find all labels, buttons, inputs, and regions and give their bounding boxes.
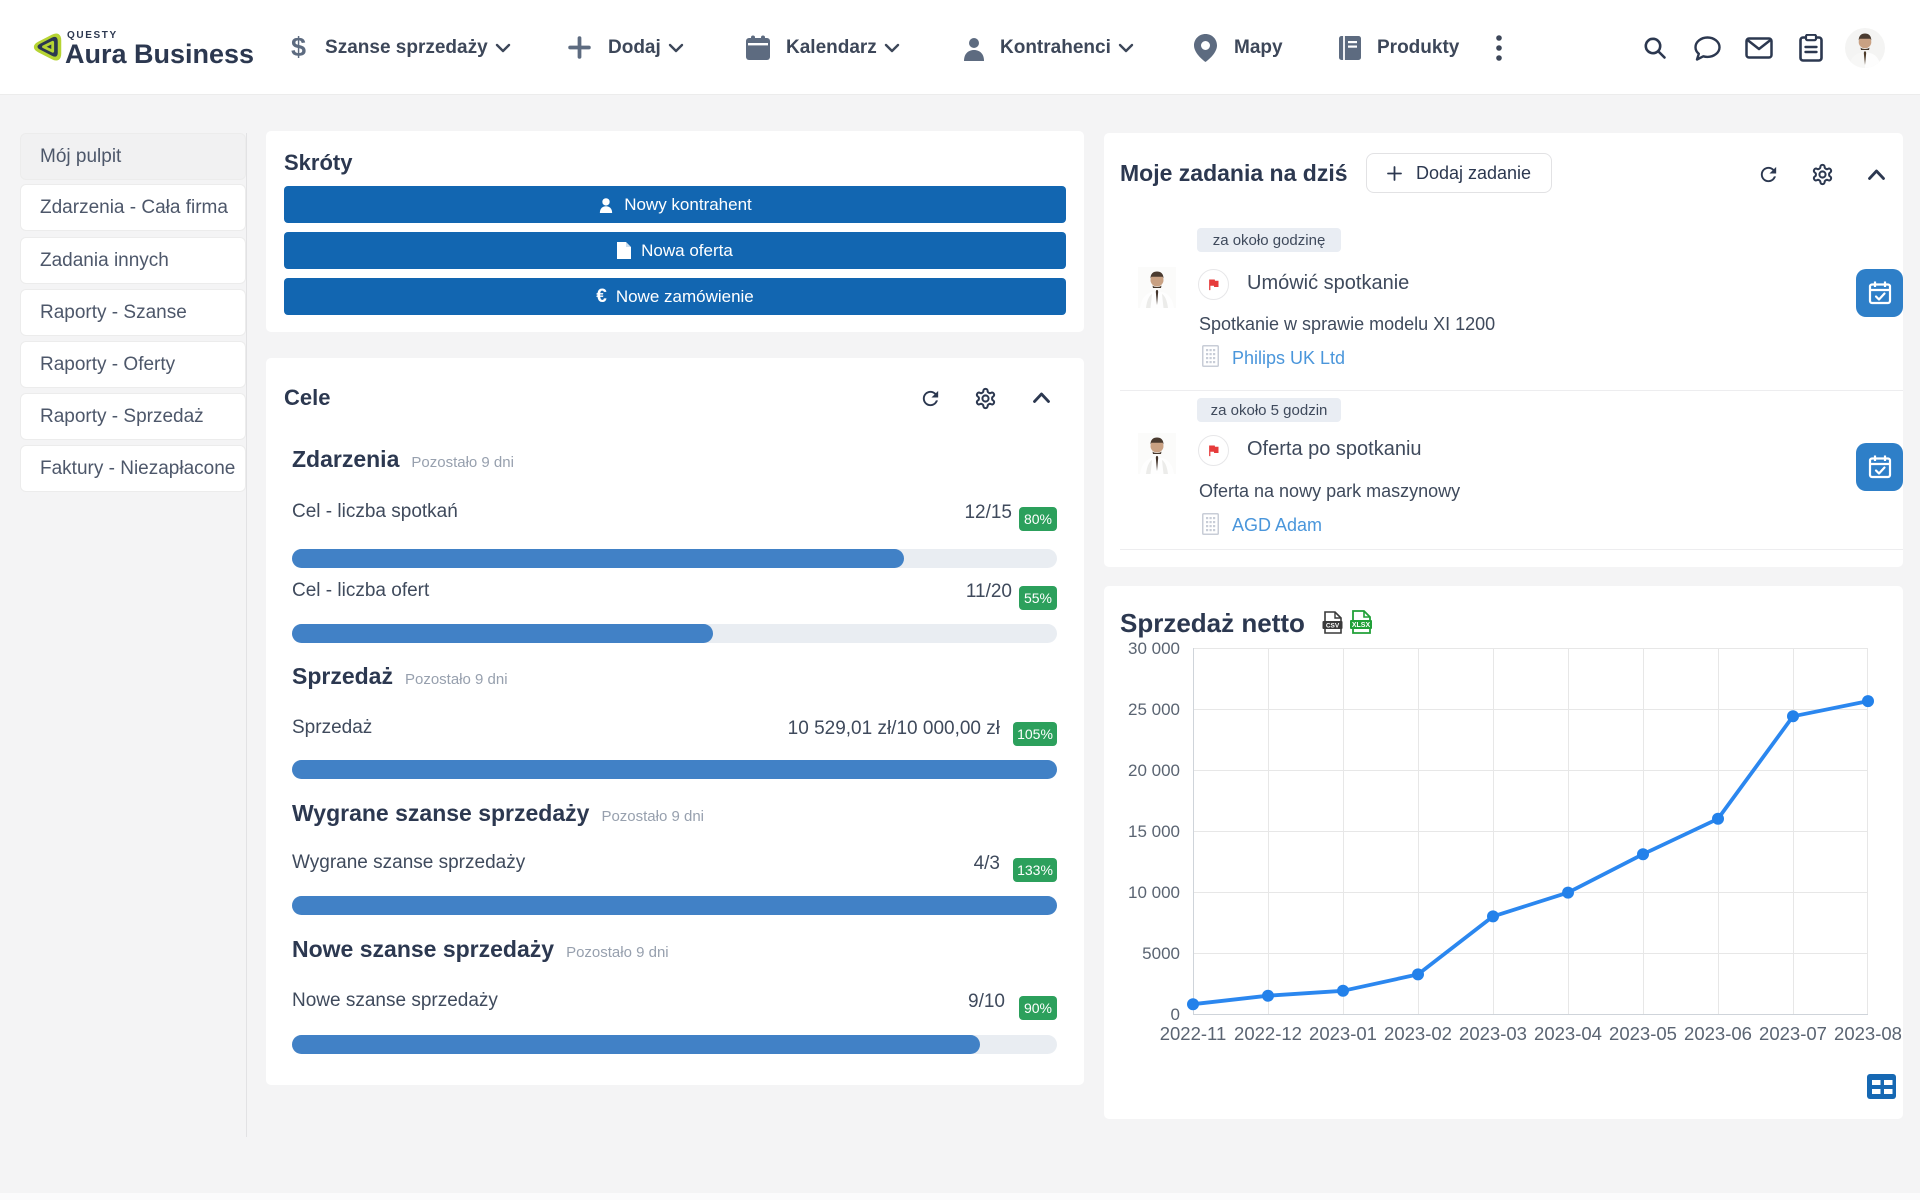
svg-text:15 000: 15 000 xyxy=(1128,822,1180,841)
svg-text:20 000: 20 000 xyxy=(1128,761,1180,780)
svg-text:5000: 5000 xyxy=(1142,944,1180,963)
svg-text:2023-03: 2023-03 xyxy=(1459,1023,1527,1044)
svg-text:2023-04: 2023-04 xyxy=(1534,1023,1602,1044)
svg-text:2023-07: 2023-07 xyxy=(1759,1023,1827,1044)
svg-text:0: 0 xyxy=(1171,1005,1180,1024)
svg-text:2023-08: 2023-08 xyxy=(1834,1023,1902,1044)
svg-text:25 000: 25 000 xyxy=(1128,700,1180,719)
svg-text:2023-01: 2023-01 xyxy=(1309,1023,1377,1044)
svg-text:CSV: CSV xyxy=(1326,622,1340,629)
svg-text:2022-11: 2022-11 xyxy=(1160,1023,1227,1044)
svg-text:2023-05: 2023-05 xyxy=(1609,1023,1677,1044)
svg-text:2023-06: 2023-06 xyxy=(1684,1023,1752,1044)
svg-text:2022-12: 2022-12 xyxy=(1234,1023,1302,1044)
svg-text:30 000: 30 000 xyxy=(1128,639,1180,658)
svg-text:XLSX: XLSX xyxy=(1352,622,1371,629)
svg-text:10 000: 10 000 xyxy=(1128,883,1180,902)
svg-text:2023-02: 2023-02 xyxy=(1384,1023,1452,1044)
